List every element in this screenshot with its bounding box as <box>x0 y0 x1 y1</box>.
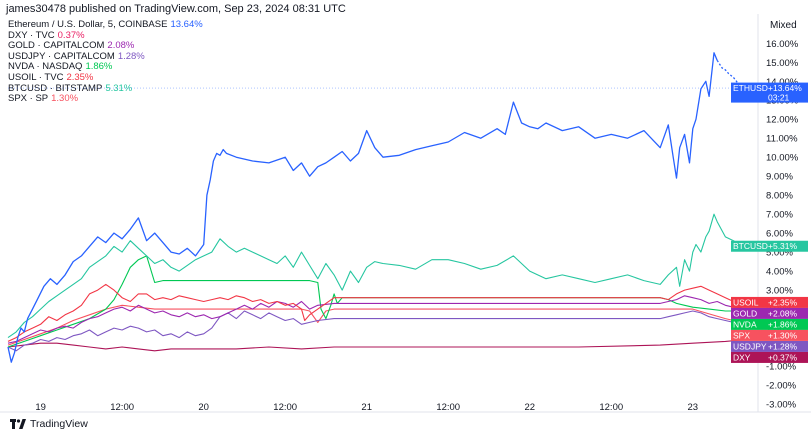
legend-row-spx[interactable]: SPX · SP 1.30% <box>8 93 203 105</box>
series-name-label: GOLD <box>733 308 757 318</box>
legend-name: NVDA · NASDAQ <box>8 61 83 73</box>
legend-name: SPX · SP <box>8 93 49 105</box>
legend-name: BTCUSD · BITSTAMP <box>8 82 103 94</box>
y-tick-label: -3.00% <box>766 400 797 411</box>
series-value-label: +13.64% <box>768 83 802 93</box>
legend-name: USDJPY · CAPITALCOM <box>8 50 115 62</box>
legend-row-btcusd[interactable]: BTCUSD · BITSTAMP 5.31% <box>8 82 203 95</box>
x-tick-label: 12:00 <box>110 402 134 413</box>
countdown-label: 03:21 <box>768 93 790 103</box>
label-background <box>731 307 808 319</box>
legend: Ethereum / U.S. Dollar, 5, COINBASE 13.64… <box>8 19 203 105</box>
series-end-label-nvda[interactable]: NVDA +1.86% <box>731 318 808 330</box>
scale-mode-label[interactable]: Mixed <box>770 20 797 31</box>
series-end-label-usdjpy[interactable]: USDJPY +1.28% <box>731 340 808 352</box>
footer-brand: TradingView <box>30 418 88 430</box>
legend-name: USOIL · TVC <box>8 71 64 83</box>
y-tick-label: 14.00% <box>766 77 799 88</box>
legend-value: 2.35% <box>66 71 94 83</box>
y-tick-label: 8.00% <box>766 191 793 202</box>
legend-value: 1.30% <box>51 93 79 105</box>
x-tick-label: 22 <box>524 402 535 413</box>
series-value-label: +2.08% <box>768 308 798 318</box>
series-end-label-ethusd[interactable]: ETHUSD +13.64%03:21 <box>731 82 808 103</box>
series-value-label: +2.35% <box>768 297 798 307</box>
x-tick-label: 23 <box>687 402 698 413</box>
series-line-ethusd[interactable] <box>7 52 718 363</box>
label-background <box>731 240 808 252</box>
y-tick-label: 6.00% <box>766 229 793 240</box>
series-end-label-usoil[interactable]: USOIL +2.35% <box>731 296 808 308</box>
series-name-label: BTCUSD <box>733 241 768 251</box>
y-tick-label: 10.00% <box>766 153 799 164</box>
y-tick-label: 4.00% <box>766 267 793 278</box>
series-value-label: +5.31% <box>768 241 798 251</box>
legend-row-usdjpy[interactable]: USDJPY · CAPITALCOM 1.28% <box>8 50 203 63</box>
legend-row-nvda[interactable]: NVDA · NASDAQ 1.86% <box>8 62 203 73</box>
legend-value: 2.08% <box>107 40 135 52</box>
legend-value: 1.28% <box>117 50 145 62</box>
y-tick-label: 11.00% <box>766 134 798 145</box>
series-line-usdjpy[interactable] <box>7 310 742 352</box>
legend-row-gold[interactable]: GOLD · CAPITALCOM 2.08% <box>8 40 203 52</box>
y-tick-label: 15.00% <box>766 58 799 69</box>
legend-value: 1.86% <box>85 61 113 73</box>
y-tick-label: 12.00% <box>766 115 799 126</box>
series-value-label: +1.28% <box>768 341 798 351</box>
y-tick-label: 5.00% <box>766 248 793 259</box>
y-tick-label: 7.00% <box>766 210 793 221</box>
y-tick-label: 9.00% <box>766 172 793 183</box>
series-line-dxy[interactable] <box>7 339 742 352</box>
series-line-usoil[interactable] <box>7 283 742 342</box>
series-name-label: USDJPY <box>733 341 767 351</box>
series-line-nvda[interactable] <box>7 255 742 348</box>
x-tick-label: 12:00 <box>436 402 460 413</box>
label-background <box>731 351 808 363</box>
series-end-label-gold[interactable]: GOLD +2.08% <box>731 307 808 319</box>
y-tick-label: -2.00% <box>766 381 797 392</box>
x-tick-label: 19 <box>35 402 46 413</box>
label-background <box>731 82 808 103</box>
series-line-gold[interactable] <box>7 295 742 344</box>
series-name-label: SPX <box>733 330 750 340</box>
legend-value: 13.64% <box>170 19 203 30</box>
label-background <box>731 296 808 308</box>
legend-name: DXY · TVC <box>8 29 55 41</box>
publisher-header: james30478 published on TradingView.com,… <box>6 3 346 15</box>
series-end-label-btcusd[interactable]: BTCUSD +5.31% <box>731 240 808 252</box>
series-line-spx[interactable] <box>7 304 742 346</box>
label-background <box>731 340 808 352</box>
legend-row-ethusd[interactable]: Ethereum / U.S. Dollar, 5, COINBASE 13.64… <box>8 19 203 31</box>
x-tick-label: 21 <box>361 402 372 413</box>
series-value-label: +0.37% <box>768 352 798 362</box>
x-tick-label: 12:00 <box>599 402 623 413</box>
legend-value: 0.37% <box>57 29 85 41</box>
y-tick-label: -1.00% <box>766 362 797 373</box>
y-tick-label: 3.00% <box>766 286 793 297</box>
x-tick-label: 12:00 <box>273 402 297 413</box>
series-name-label: USOIL <box>733 297 759 307</box>
y-tick-label: 16.00% <box>766 39 799 50</box>
label-background <box>731 318 808 330</box>
legend-value: 5.31% <box>105 82 133 94</box>
series-line-btcusd[interactable] <box>7 213 743 339</box>
legend-name: GOLD · CAPITALCOM <box>8 40 105 52</box>
tradingview-logo-icon <box>10 419 26 429</box>
legend-row-dxy[interactable]: DXY · TVC 0.37% <box>8 29 203 42</box>
series-end-label-spx[interactable]: SPX +1.30% <box>731 329 808 341</box>
legend-row-usoil[interactable]: USOIL · TVC 2.35% <box>8 71 203 84</box>
label-background <box>731 329 808 341</box>
footer: TradingView <box>10 418 88 430</box>
series-name-label: NVDA <box>733 319 757 329</box>
series-value-label: +1.30% <box>768 330 798 340</box>
legend-name: Ethereum / U.S. Dollar, 5, COINBASE <box>8 19 168 30</box>
series-value-label: +1.86% <box>768 319 798 329</box>
series-name-label: DXY <box>733 352 751 362</box>
series-end-label-dxy[interactable]: DXY +0.37% <box>731 351 808 363</box>
x-tick-label: 20 <box>198 402 209 413</box>
series-name-label: ETHUSD <box>733 83 768 93</box>
